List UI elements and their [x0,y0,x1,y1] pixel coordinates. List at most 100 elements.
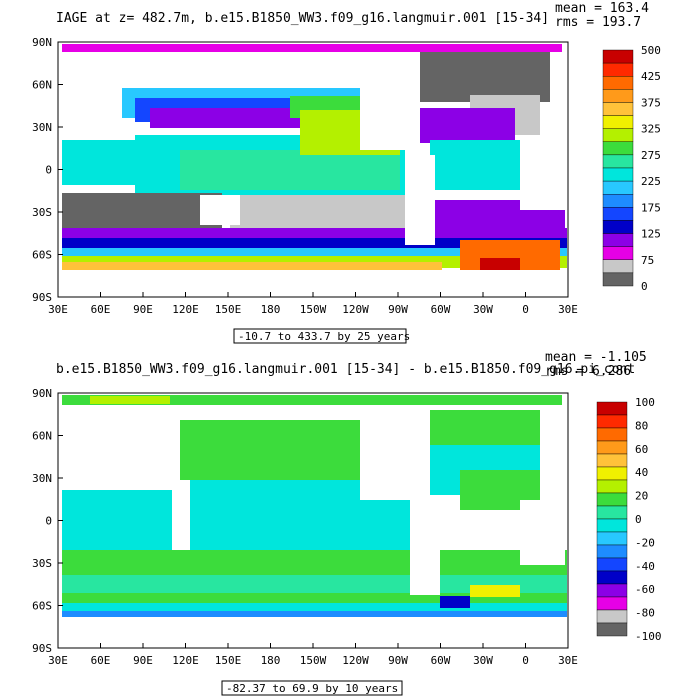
colorbar-swatch [596,401,628,416]
colorbar-swatch [596,466,628,481]
colorbar-swatch [602,180,634,195]
lon-tick-label: 150E [215,303,242,316]
colorbar-label: 20 [635,490,648,503]
lon-tick-label: 120E [172,303,199,316]
colorbar-label: 40 [635,466,648,479]
colorbar-label: 100 [635,396,655,409]
colorbar-label: 0 [635,513,642,526]
lat-tick-label: 0 [45,515,52,528]
colorbar-swatch [596,427,628,442]
colorbar-swatch [602,76,634,90]
lon-tick-label: 150W [300,654,327,667]
panel-1-lat-labels: 90N 60N 30N 0 30S 60S 90S [32,36,63,304]
colorbar-label: -80 [635,607,655,620]
lon-tick-label: 120W [342,303,369,316]
colorbar-swatch [602,128,634,142]
lon-tick-label: 30W [473,303,493,316]
colorbar-swatch [602,272,634,287]
lon-tick-label: 60E [91,654,111,667]
colorbar-swatch [596,531,628,546]
colorbar-swatch [602,194,634,208]
panel-1-map [57,41,569,298]
panel-2-rms: rms = 6.286 [545,364,631,379]
colorbar-label: -60 [635,583,655,596]
panel-1-title: IAGE at z= 482.7m, b.e15.B1850_WW3.f09_g… [56,11,549,26]
colorbar-swatch [596,453,628,468]
lon-tick-label: 60W [431,654,451,667]
colorbar-label: 75 [641,254,654,267]
lon-tick-label: 0 [522,654,529,667]
lat-tick-label: 60S [32,600,52,613]
colorbar-swatch [596,557,628,572]
colorbar-swatch [602,102,634,116]
lon-tick-label: 0 [522,303,529,316]
lat-tick-label: 90N [32,387,52,400]
lat-tick-label: 90S [32,642,52,655]
panel-2-lat-labels: 90N 60N 30N 0 30S 60S 90S [32,387,63,655]
panel-1-range-note: -10.7 to 433.7 by 25 years [238,330,410,343]
colorbar-swatch [596,518,628,533]
colorbar-label: 275 [641,149,661,162]
colorbar-swatch [602,49,634,64]
lon-tick-label: 60E [91,303,111,316]
lon-tick-label: 90E [133,303,153,316]
lat-tick-label: 30S [32,206,52,219]
lon-tick-label: 150W [300,303,327,316]
colorbar-swatch [596,479,628,494]
lon-tick-label: 180 [261,654,281,667]
lat-tick-label: 30S [32,557,52,570]
lat-tick-label: 90S [32,291,52,304]
colorbar-swatch [602,62,634,77]
lon-tick-label: 60W [431,303,451,316]
panel-2-lon-labels: 30E 60E 90E 120E 150E 180 150W 120W 90W 60W 30W 0 30… [48,643,578,667]
panel-2-range-note: -82.37 to 69.9 by 10 years [226,682,398,695]
panel-1-colorbar: 500 425 375 325 275 225 175 125 75 0 [602,44,661,293]
lon-tick-label: 120W [342,654,369,667]
colorbar-swatch [602,220,634,234]
colorbar-label: 0 [641,280,648,293]
colorbar-label: 60 [635,443,648,456]
lon-tick-label: 30E [558,654,578,667]
panel-2-map [57,392,569,649]
colorbar-swatch [602,207,634,221]
lon-tick-label: 30W [473,654,493,667]
lon-tick-label: 120E [172,654,199,667]
lat-tick-label: 30N [32,121,52,134]
colorbar-swatch [602,259,634,274]
lon-tick-label: 90E [133,654,153,667]
colorbar-label: -20 [635,536,655,549]
colorbar-swatch [596,505,628,520]
lat-tick-label: 90N [32,36,52,49]
colorbar-swatch [596,492,628,507]
colorbar-swatch [602,141,634,156]
colorbar-swatch [602,167,634,182]
colorbar-swatch [596,609,628,624]
lon-tick-label: 30E [558,303,578,316]
lat-tick-label: 60N [32,430,52,443]
panel-2-title: b.e15.B1850_WW3.f09_g16.langmuir.001 [15… [56,362,635,377]
lon-tick-label: 30E [48,303,68,316]
colorbar-label: 375 [641,96,661,109]
lon-tick-label: 150E [215,654,242,667]
colorbar-swatch [602,115,634,129]
lon-tick-label: 180 [261,303,281,316]
panel-1: IAGE at z= 482.7m, b.e15.B1850_WW3.f09_g… [32,1,661,344]
colorbar-label: -100 [635,630,662,643]
colorbar-label: 80 [635,419,648,432]
colorbar-swatch [602,233,634,247]
lat-tick-label: 60S [32,249,52,262]
colorbar-swatch [596,570,628,585]
colorbar-swatch [602,89,634,103]
colorbar-swatch [596,414,628,429]
colorbar-swatch [596,440,628,455]
colorbar-swatch [596,596,628,611]
lat-tick-label: 60N [32,79,52,92]
panel-2-mean: mean = -1.105 [545,350,647,365]
panel-2-colorbar: 100 80 60 40 20 0 -20 -40 -60 -80 -100 [596,396,662,643]
colorbar-label: 125 [641,228,661,241]
lon-tick-label: 90W [388,654,408,667]
colorbar-label: 325 [641,123,661,136]
colorbar-label: 175 [641,201,661,214]
colorbar-swatch [596,622,628,637]
